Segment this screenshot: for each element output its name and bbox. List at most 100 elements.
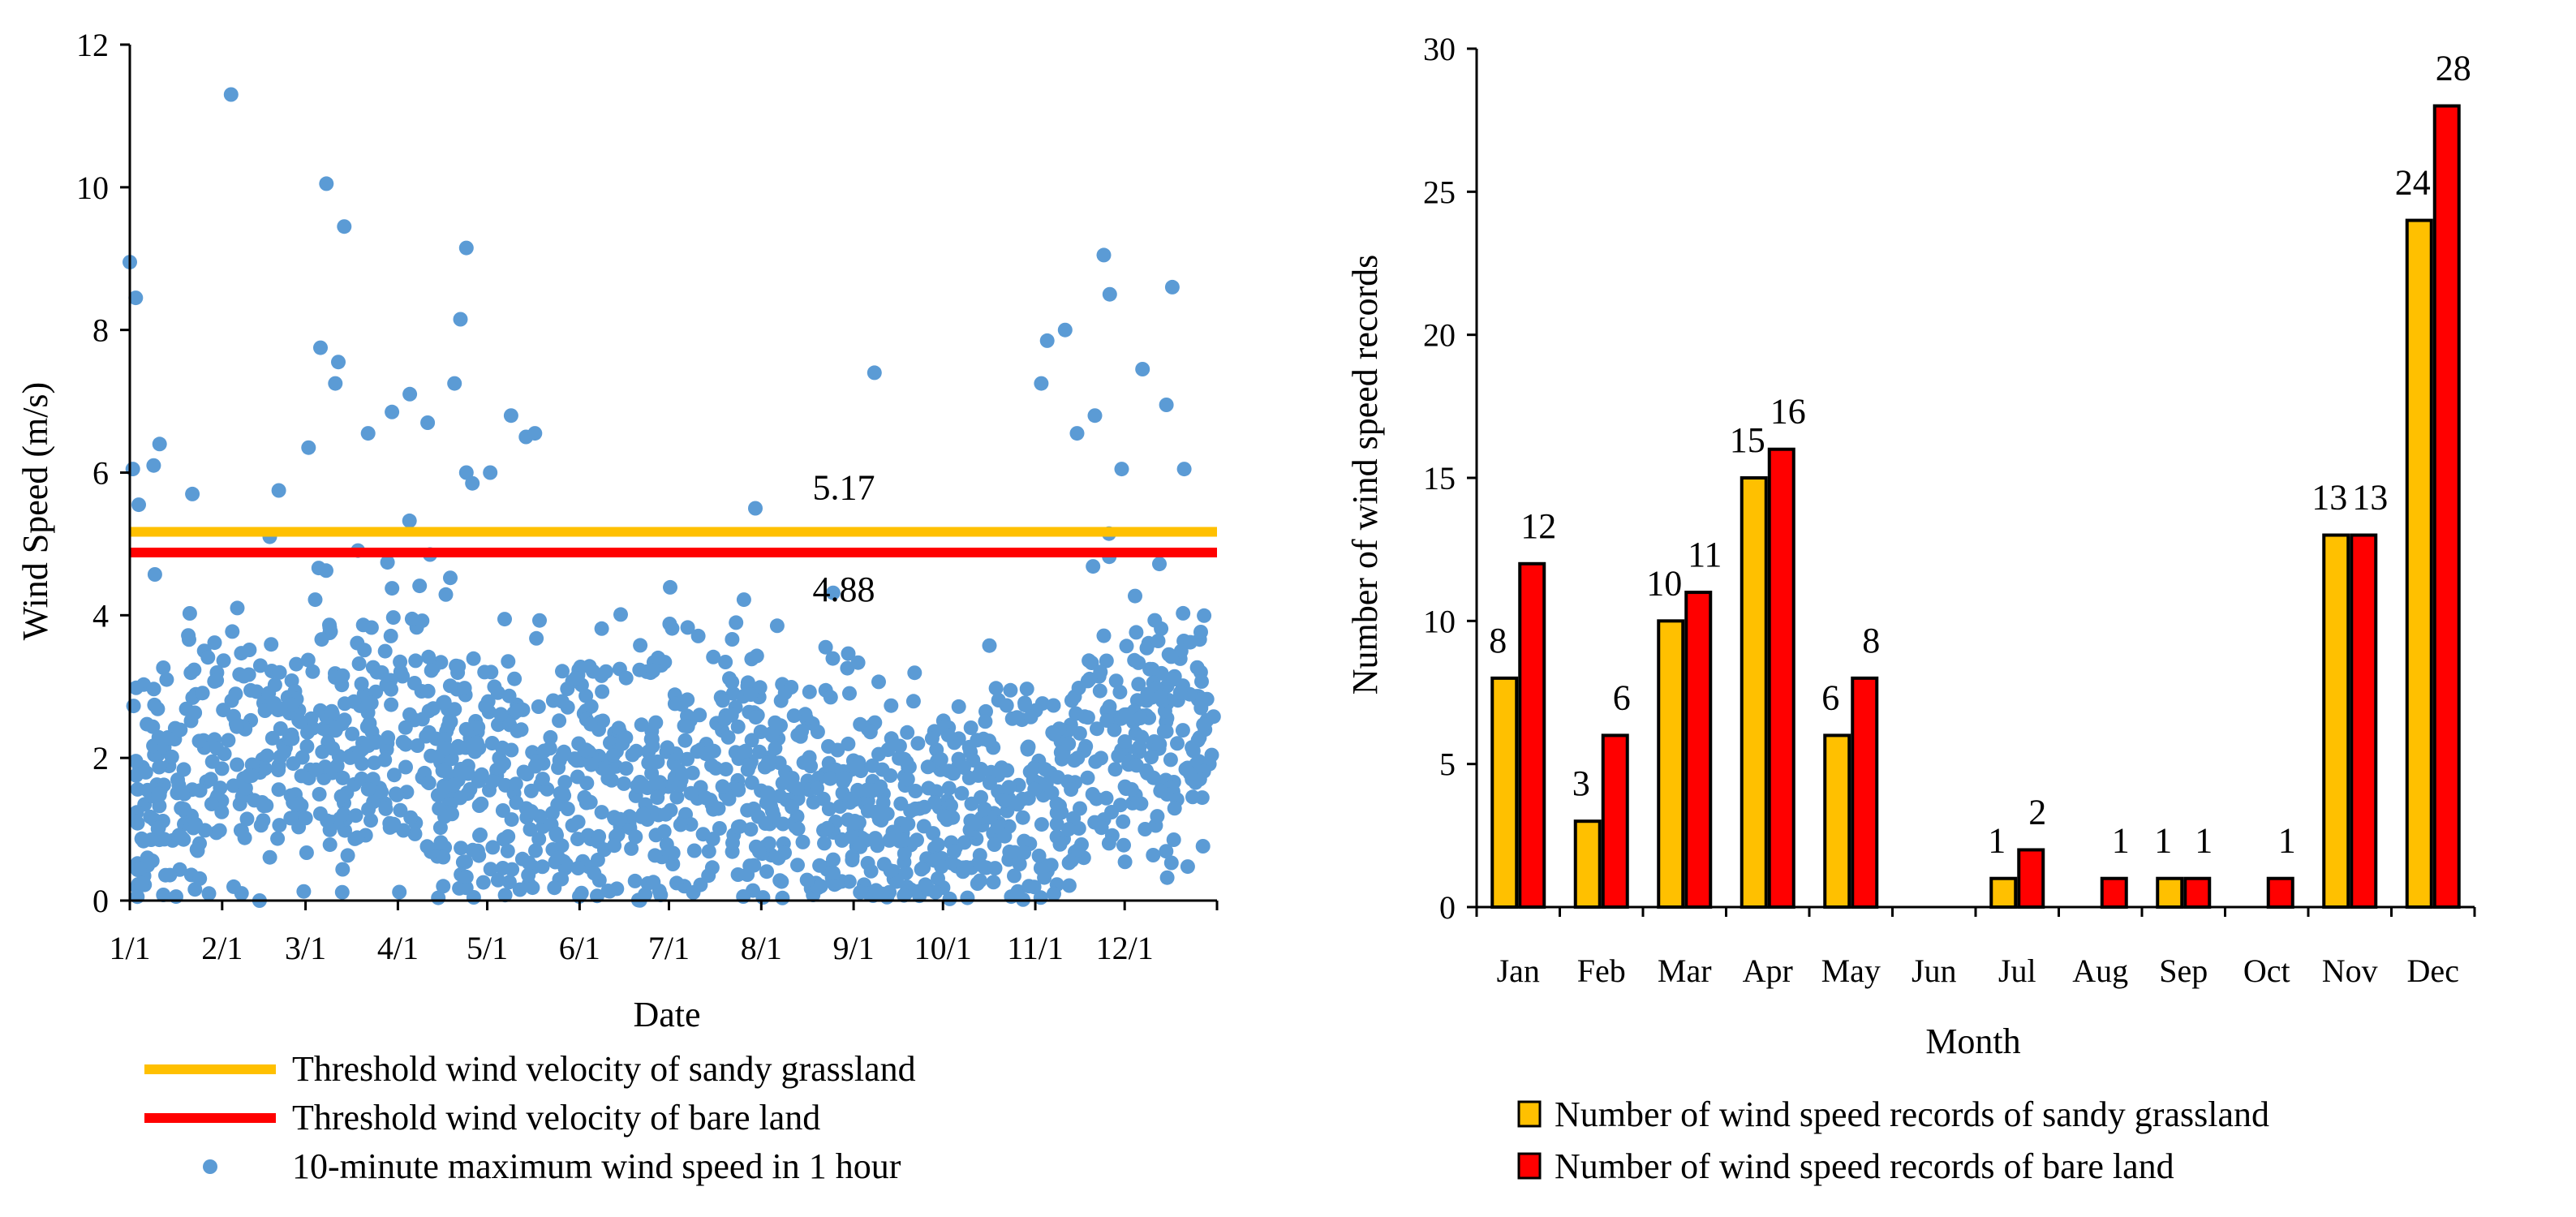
scatter-point [594,621,609,636]
scatter-point [897,846,912,862]
bar-x-tick-label-mar: Mar [1658,953,1712,989]
scatter-point [1066,811,1082,826]
scatter-point [1189,660,1205,675]
scatter-point [1163,855,1179,871]
scatter-point [512,882,527,897]
scatter-point [590,852,605,867]
scatter-point [529,630,544,646]
scatter-point [725,632,740,647]
scatter-point [1108,673,1124,689]
scatter-point [316,721,331,737]
scatter-point [730,819,746,835]
scatter-point [164,749,179,764]
scatter-x-tick-label: 10/1 [914,930,972,966]
bar-sandy-dec [2405,218,2433,910]
scatter-point [419,839,435,854]
scatter-point [523,783,539,798]
scatter-point [160,731,175,746]
scatter-point [569,753,584,768]
scatter-point [1052,836,1068,852]
scatter-point [277,744,292,759]
scatter-point [972,873,987,888]
scatter-point [128,290,144,306]
scatter-point [174,801,189,816]
scatter-point [187,662,202,677]
scatter-point [1117,854,1133,870]
scatter-y-tick-label: 8 [92,312,109,349]
scatter-point [424,663,439,678]
scatter-point [578,688,594,703]
scatter-point [204,754,220,769]
scatter-point [412,578,428,594]
scatter-point [893,796,909,811]
scatter-point [771,850,786,866]
scatter-point [521,855,536,871]
scatter-point [665,845,681,861]
bar-sandy-jul [1989,876,2018,909]
scatter-point [500,843,515,858]
scatter-point [305,664,320,679]
scatter-point [386,768,402,783]
legend-swatch-sandy-bar [1517,1100,1542,1128]
scatter-point [324,703,339,719]
scatter-x-tick-label: 8/1 [741,930,782,966]
scatter-point [294,768,309,784]
scatter-point [465,842,480,858]
scatter-y-tick-label: 6 [92,455,109,492]
data-label-bare-jul: 2 [2028,792,2046,832]
scatter-point [453,790,468,806]
scatter-point [217,746,232,762]
bar-sandy-sep [2156,876,2184,909]
scatter-point [883,863,898,879]
scatter-point [648,715,664,730]
scatter-point [942,891,957,906]
scatter-point [817,836,832,851]
scatter-point [786,708,802,724]
scatter-point [212,823,227,838]
scatter-point [477,664,492,680]
scatter-point [544,806,560,821]
legend-label-bare-threshold: Threshold wind velocity of bare land [292,1098,820,1137]
scatter-point [1128,588,1142,604]
scatter-point [825,651,841,666]
scatter-point [1137,822,1153,836]
scatter-point [690,628,706,643]
scatter-point [271,763,286,778]
scatter-point [774,874,789,889]
scatter-point [398,720,413,735]
scatter-point [497,612,512,627]
data-label-bare-sep: 1 [2195,821,2213,861]
scatter-point [907,665,922,681]
scatter-point [755,890,771,905]
scatter-point [1102,286,1117,302]
scatter-point [1183,634,1198,650]
scatter-point [555,747,570,763]
bar-x-tick-label-apr: Apr [1743,953,1793,989]
scatter-point [209,673,225,688]
scatter-point [1164,279,1180,295]
scatter-point [471,720,486,735]
scatter-point [508,776,523,792]
scatter-point [140,782,155,798]
scatter-point [862,725,878,740]
scatter-point [823,690,838,705]
scatter-point [509,795,524,811]
scatter-points [123,87,1221,908]
scatter-point [867,831,883,846]
scatter-point [954,785,970,801]
scatter-point [1112,685,1128,699]
scatter-point [314,632,329,647]
scatter-point [1194,674,1209,689]
scatter-point [393,654,408,669]
scatter-point [1039,333,1055,348]
bar-y-tick-label: 15 [1423,460,1456,497]
scatter-point [997,793,1012,808]
scatter-point [320,813,335,828]
scatter-point [859,782,875,798]
scatter-point [1159,844,1174,859]
scatter-point [651,650,666,665]
scatter-point [680,620,695,635]
scatter-point [570,815,586,830]
scatter-point [760,755,776,771]
scatter-point [272,818,287,833]
